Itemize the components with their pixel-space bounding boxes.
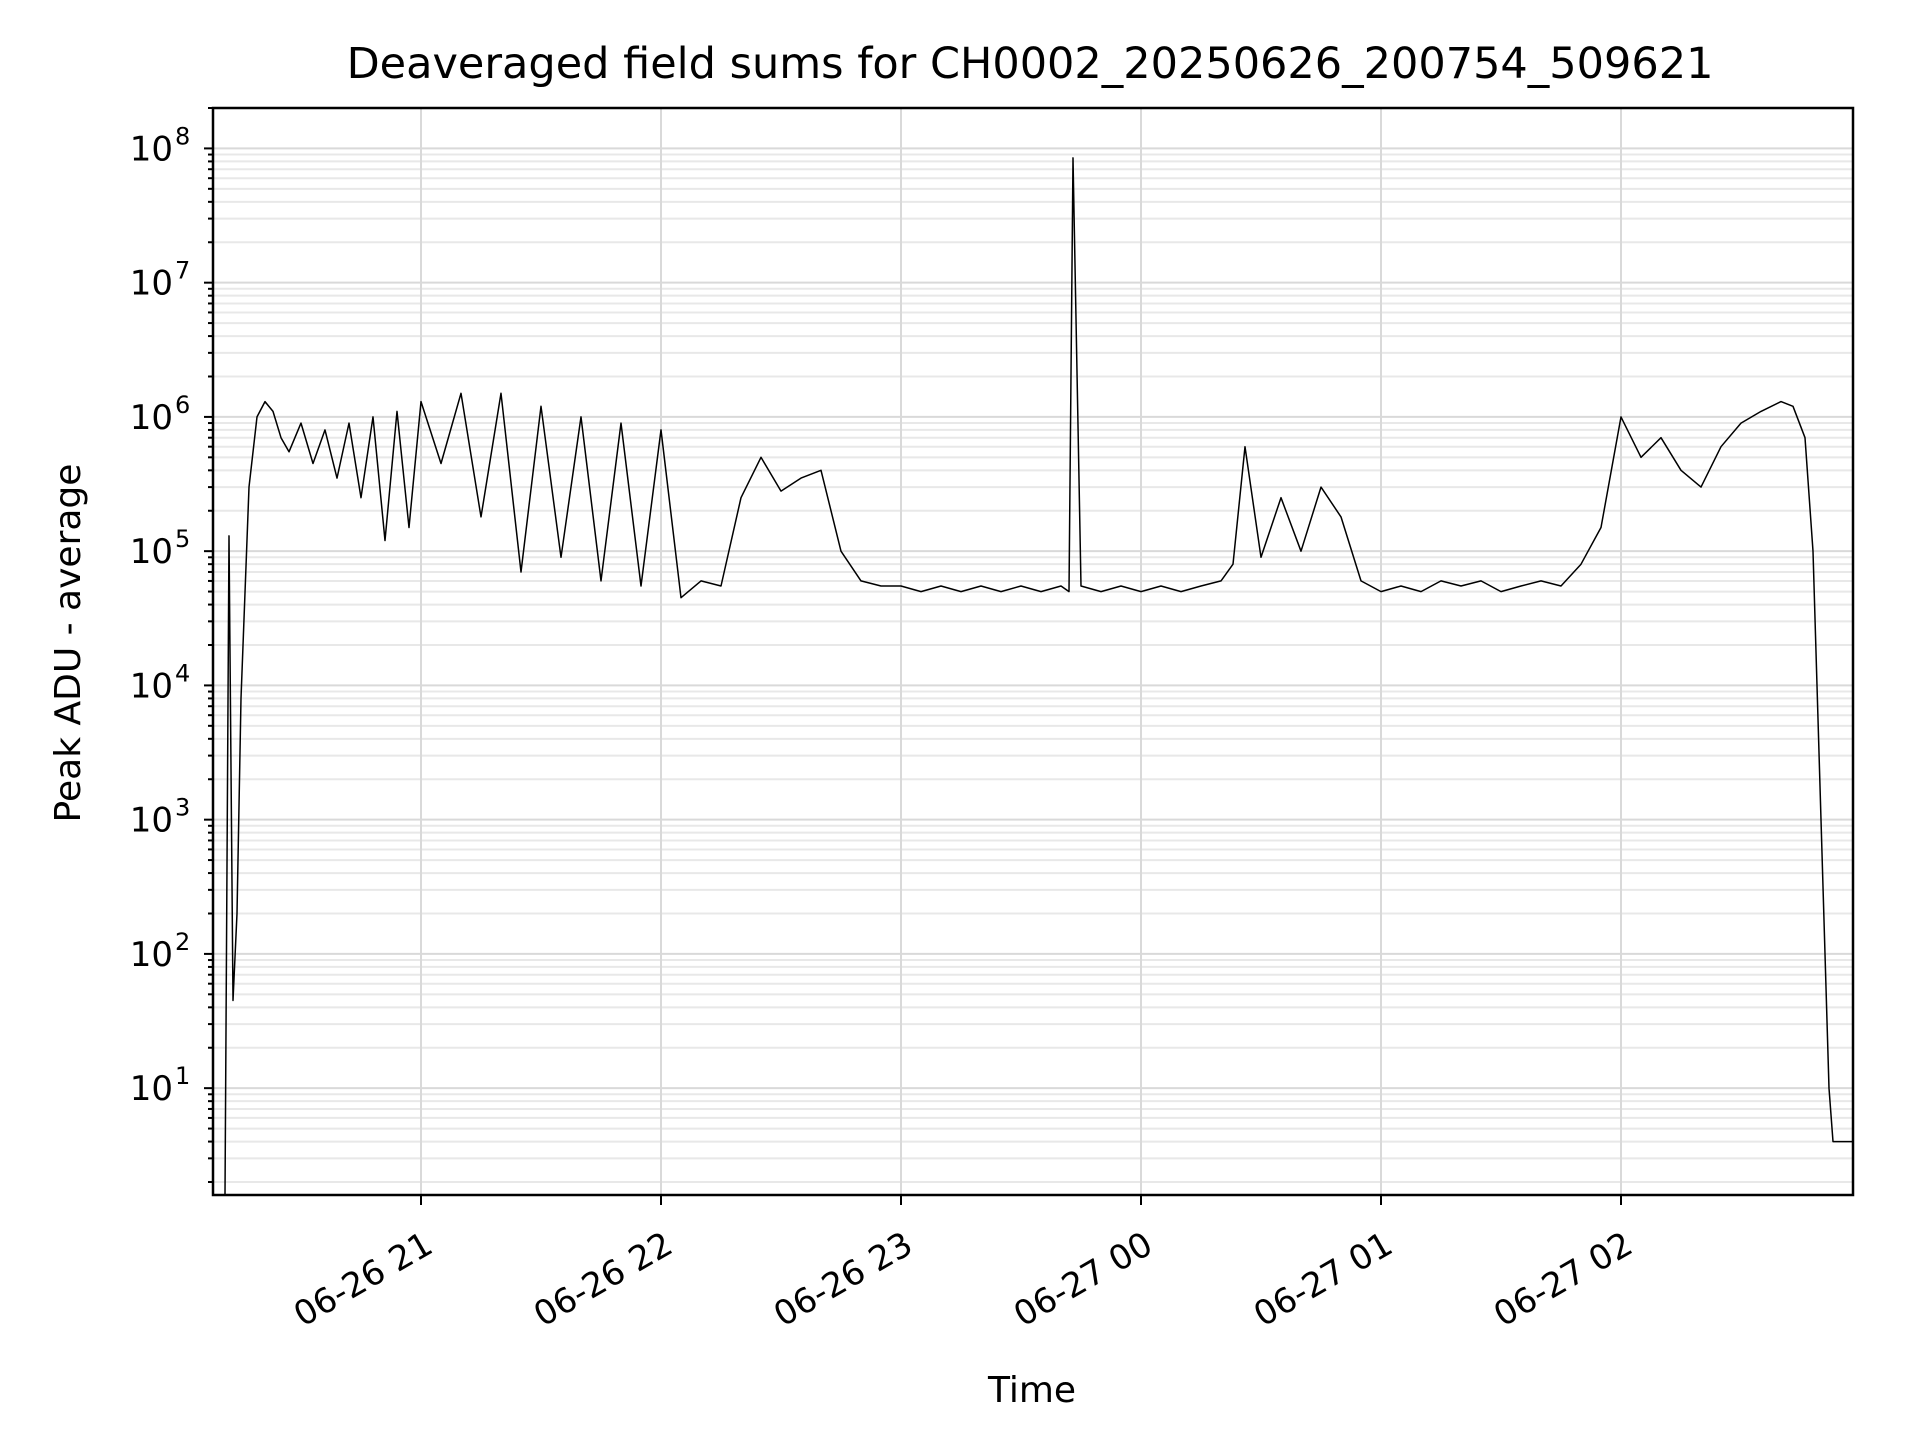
grid xyxy=(213,107,1853,1195)
x-tick-label: 06-26 23 xyxy=(767,1224,919,1335)
y-tick-label: 10 xyxy=(130,532,173,572)
x-axis-label: Time xyxy=(987,1370,1076,1411)
x-tick-label: 06-27 00 xyxy=(1007,1224,1159,1335)
x-tick-label: 06-26 21 xyxy=(287,1224,439,1335)
y-tick-exponent: 4 xyxy=(175,659,190,687)
y-tick-exponent: 1 xyxy=(175,1062,190,1090)
y-tick-exponent: 7 xyxy=(175,257,190,285)
x-axis: 06-26 21 06-26 22 06-26 23 06-27 00 06-27 01… xyxy=(287,1195,1640,1335)
y-tick-label: 10 xyxy=(130,801,173,841)
y-tick-label: 10 xyxy=(130,129,173,169)
chart-title: Deaveraged field sums for CH0002_2025062… xyxy=(347,39,1714,89)
y-tick-exponent: 2 xyxy=(175,928,190,956)
y-axis-label: Peak ADU - average xyxy=(48,464,89,823)
y-tick-exponent: 8 xyxy=(175,122,190,150)
y-tick-exponent: 5 xyxy=(175,525,190,553)
y-tick-label: 10 xyxy=(130,666,173,706)
x-tick-label: 06-26 22 xyxy=(527,1224,679,1335)
y-tick-label: 10 xyxy=(130,398,173,438)
x-tick-label: 06-27 02 xyxy=(1487,1224,1639,1335)
y-tick-exponent: 3 xyxy=(175,794,190,822)
series-line xyxy=(224,157,1853,1196)
plot-frame xyxy=(211,106,1855,1197)
y-tick-label: 10 xyxy=(130,264,173,304)
x-tick-label: 06-27 01 xyxy=(1247,1224,1399,1335)
y-tick-label: 10 xyxy=(130,935,173,975)
y-tick-label: 10 xyxy=(130,1069,173,1109)
plot-area xyxy=(224,157,1853,1196)
y-tick-exponent: 6 xyxy=(175,391,190,419)
